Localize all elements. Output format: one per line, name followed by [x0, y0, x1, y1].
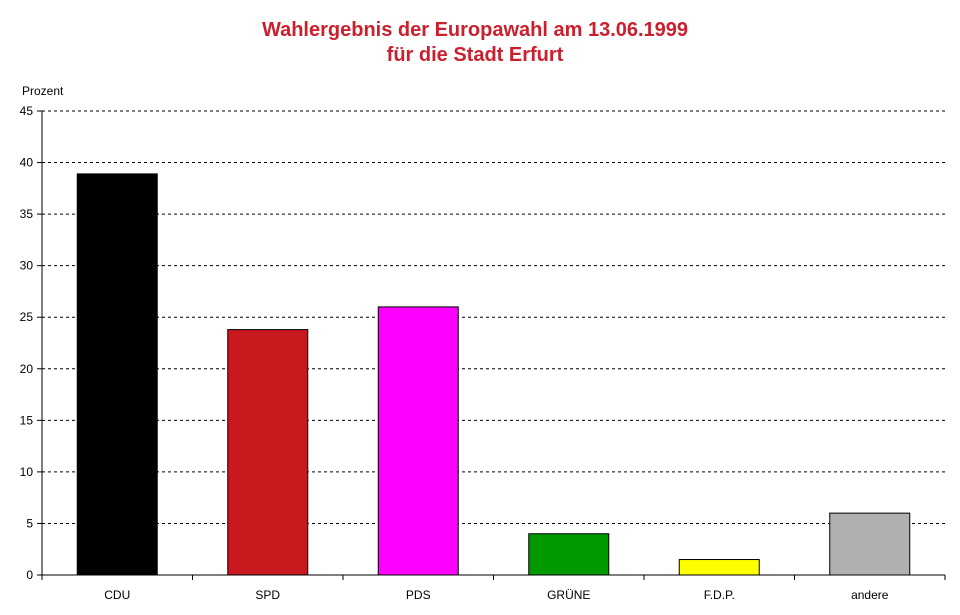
x-tick-label: GRÜNE — [547, 588, 590, 602]
y-tick-label: 20 — [20, 362, 34, 376]
bar-cdu — [76, 173, 158, 576]
chart-title: Wahlergebnis der Europawahl am 13.06.199… — [261, 19, 689, 41]
y-tick-label: 45 — [20, 104, 34, 118]
bar-fdp — [678, 559, 760, 576]
y-tick-label: 15 — [20, 413, 34, 427]
bar-grüne — [528, 533, 610, 576]
y-tick-label: 40 — [20, 156, 34, 170]
y-tick-label: 35 — [20, 207, 34, 221]
x-tick-label: F.D.P. — [704, 588, 735, 602]
gridlines — [42, 110, 945, 524]
y-tick-label: 5 — [26, 516, 33, 530]
x-tick-label: CDU — [104, 588, 130, 602]
x-tick-label: SPD — [255, 588, 280, 602]
bar-andere — [829, 512, 911, 576]
x-tick-label: andere — [851, 588, 889, 602]
y-axis-label: Prozent — [22, 84, 64, 98]
bars — [76, 173, 911, 576]
bar-spd — [227, 329, 309, 576]
y-tick-label: 30 — [20, 259, 34, 273]
y-tick-label: 25 — [20, 310, 34, 324]
y-tick-label: 10 — [20, 465, 34, 479]
chart-title-block: Wahlergebnis der Europawahl am 13.06.199… — [0, 18, 950, 68]
chart-subtitle: für die Stadt Erfurt — [386, 44, 564, 66]
y-tick-label: 0 — [26, 568, 33, 582]
bar-pds — [377, 306, 459, 576]
axes: 0 5 10 15 20 25 30 35 40 45 CDU SPD PDS GRÜNE F.D.P. an… — [20, 104, 946, 602]
x-tick-label: PDS — [406, 588, 431, 602]
